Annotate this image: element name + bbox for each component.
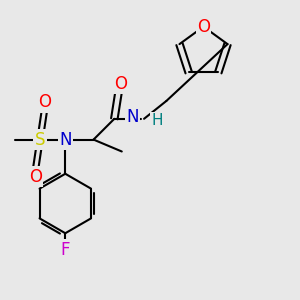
Text: S: S xyxy=(35,130,45,148)
Text: H: H xyxy=(152,113,163,128)
Text: N: N xyxy=(126,108,139,126)
Text: N: N xyxy=(59,130,71,148)
Text: O: O xyxy=(197,18,210,36)
Text: O: O xyxy=(29,168,42,186)
Text: F: F xyxy=(61,241,70,259)
Text: O: O xyxy=(114,75,127,93)
Text: O: O xyxy=(38,93,51,111)
